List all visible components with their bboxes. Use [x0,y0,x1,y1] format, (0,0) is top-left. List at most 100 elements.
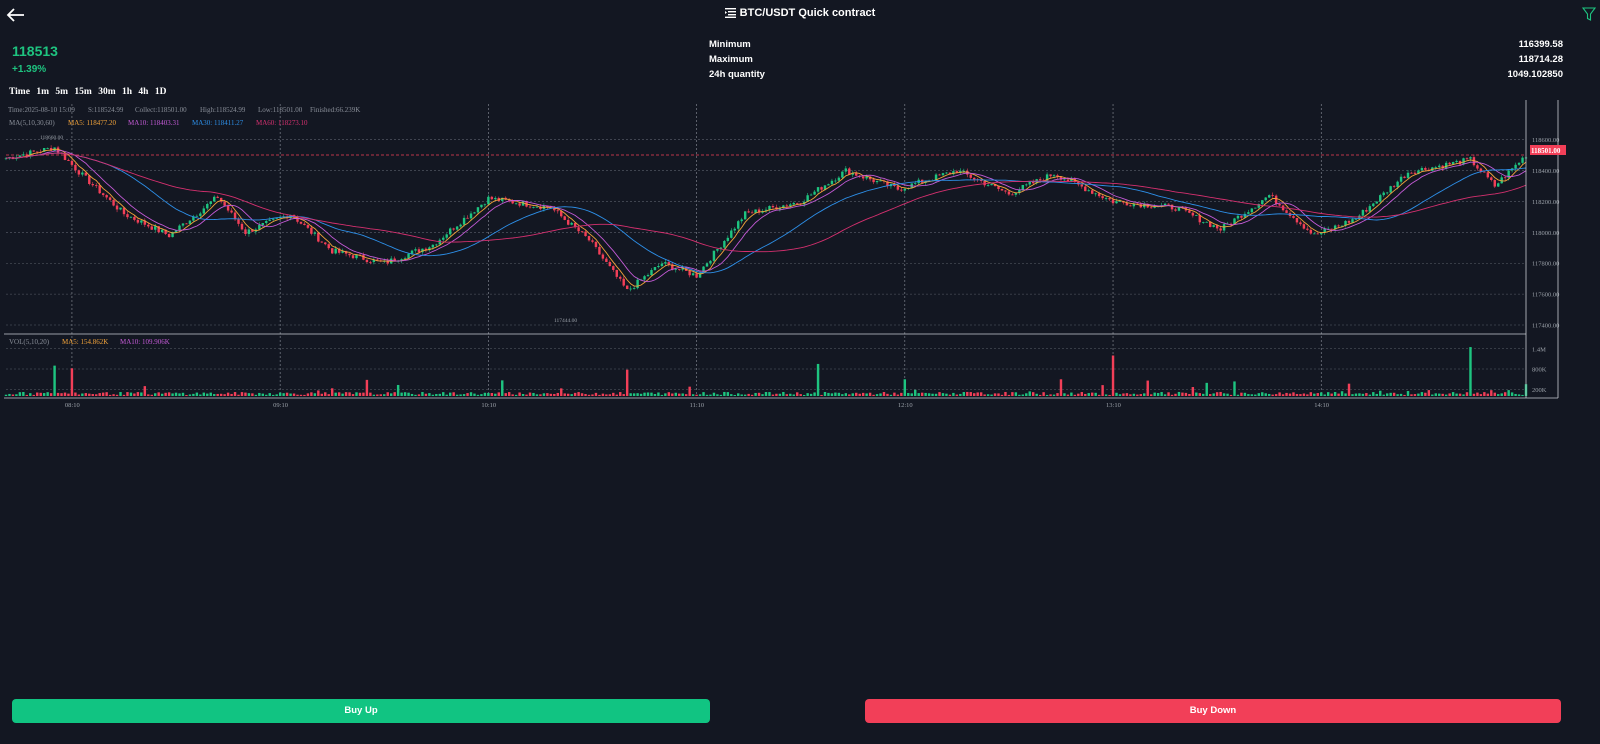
candle-body [650,270,653,276]
volume-bar [896,394,900,396]
candle-body [1295,217,1299,223]
tab-4h[interactable]: 4h [138,87,149,97]
tab-1h[interactable]: 1h [122,87,133,97]
tab-5m[interactable]: 5m [55,87,69,97]
volume-bar [768,392,771,396]
candle-body [251,229,254,232]
candle-body [563,216,566,220]
volume-bar [1267,393,1271,396]
volume-bar [1229,394,1233,396]
candle-body [612,266,615,270]
volume-bar [546,393,549,396]
filter-icon[interactable] [1582,6,1596,22]
volume-bar [830,393,834,396]
tab-30m[interactable]: 30m [98,87,116,97]
candle-body [671,264,674,270]
arrow-left-icon[interactable] [6,6,26,24]
buy-down-button[interactable]: Buy Down [865,699,1561,723]
candle-body [275,218,278,219]
volume-bar [920,392,924,396]
volume-bar [1521,394,1524,396]
volume-bar [39,392,42,396]
volume-bar [636,393,639,396]
tab-time[interactable]: Time [9,87,30,97]
candle-body [594,241,598,247]
volume-bar [643,392,646,396]
candle-body [726,237,730,241]
candle-body [785,205,789,207]
volume-bar [705,394,709,396]
candle-body [646,275,650,277]
candle-body [789,204,792,207]
candle-body [507,199,511,201]
candle-body [570,222,573,225]
candle-body [719,247,723,250]
volume-bar [619,392,622,396]
volume-bar [955,394,959,396]
candle-body [91,184,94,186]
volume-bar [275,394,278,396]
candle-body [1177,207,1181,211]
candle-body [1441,165,1444,169]
buy-up-button[interactable]: Buy Up [12,699,710,723]
candle-body [955,171,959,173]
volume-bar [1205,382,1208,396]
volume-bar [1465,392,1469,396]
candle-body [886,181,889,187]
candle-body [445,234,448,238]
candle-body [473,212,476,214]
candle-body [455,226,459,230]
candle-body [334,248,337,254]
volume-bar [528,392,532,396]
volume-bar [910,393,913,396]
ma60-value: MA60: 118273.10 [256,119,308,127]
candle-body [709,260,712,264]
candle-body [1045,174,1049,181]
tab-1d[interactable]: 1D [154,87,167,97]
volume-bar [188,394,192,396]
candle-body [823,185,827,190]
volume-bar [1320,392,1323,396]
volume-bar [126,392,129,396]
volume-bar [1313,393,1316,396]
candle-body [233,212,237,220]
candle-body [875,180,879,183]
volume-bar [754,392,757,396]
candle-body [56,147,60,153]
candle-body [476,207,480,213]
volume-bar [716,394,719,396]
volume-bar [959,393,962,396]
candle-body [1382,192,1385,196]
volume-bar [282,393,285,396]
volume-bar [476,394,480,396]
volume-bar [1309,392,1313,396]
volume-bar [1372,392,1375,396]
volume-bar [695,394,698,396]
volume-bar [594,392,598,396]
candle-body [88,175,91,185]
tab-1m[interactable]: 1m [36,87,49,97]
volume-bar [879,393,882,396]
candle-body [1330,228,1333,230]
volume-bar [334,392,337,396]
volume-bar [133,393,136,396]
candle-body [986,185,990,186]
candle-body [1417,170,1420,174]
volume-bar [143,386,147,396]
volume-bar [1018,394,1021,396]
tab-15m[interactable]: 15m [74,87,92,97]
volume-bar [1344,393,1347,396]
candle-body [1267,195,1271,198]
volume-bar [1240,392,1243,396]
volume-bar [1247,394,1250,396]
volume-bar [761,394,764,396]
volume-bar [209,392,212,396]
volume-bar [1365,393,1368,396]
volume-bar [702,392,705,396]
volume-tick-label: 200K [1532,387,1547,394]
candle-body [723,240,726,248]
volume-bar [431,394,435,396]
volume-bar [292,393,296,396]
volume-bar [91,394,94,396]
kline-chart[interactable]: 118600.00 118400.00 118200.00 118000.00 1178… [0,100,1600,430]
